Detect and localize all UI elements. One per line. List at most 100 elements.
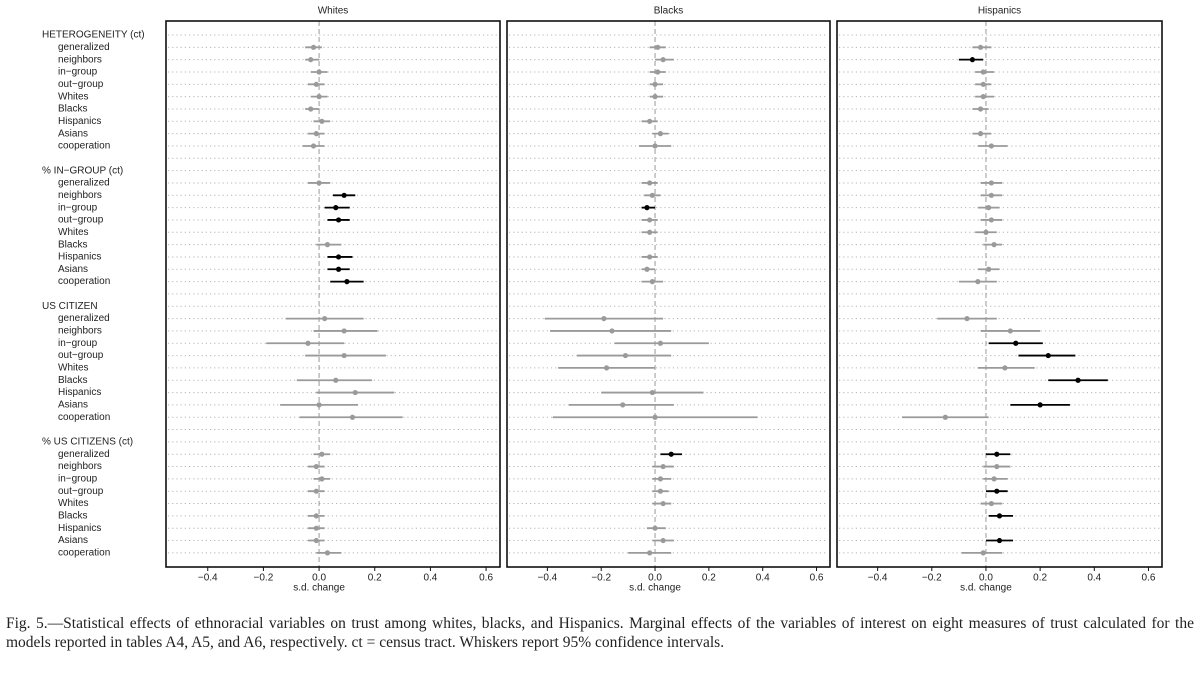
point-estimate [649,389,655,396]
point-estimate [988,500,994,507]
row-label: Whites [58,498,89,509]
point-estimate [352,389,358,396]
x-axis-label: s.d. change [960,583,1012,594]
point-estimate [980,81,986,87]
group-label: % US CITIZENS (ct) [42,437,133,448]
row-label: Asians [58,400,88,411]
row-label: Blacks [58,104,87,115]
point-estimate [344,279,350,285]
point-estimate [980,550,986,556]
point-estimate [994,451,1000,457]
x-tick-label: 0.0 [648,573,662,584]
row-label: cooperation [58,141,110,152]
point-estimate [655,44,661,50]
point-estimate [601,315,607,322]
point-estimate [310,44,317,50]
x-tick-label: −0.4 [538,573,558,584]
group-label: US CITIZEN [42,301,98,312]
point-estimate [660,500,666,507]
point-estimate [313,513,319,519]
point-estimate [988,217,994,223]
point-estimate [977,106,984,112]
point-estimate [660,537,666,544]
point-estimate [335,217,342,223]
point-estimate [322,315,328,322]
row-label: out−group [58,215,104,226]
x-tick-label: −0.4 [868,573,888,584]
point-estimate [333,377,339,383]
point-estimate [647,254,653,260]
row-label: Asians [58,535,88,546]
point-estimate [313,81,319,87]
point-estimate [644,205,650,211]
point-estimate [319,476,325,482]
x-tick-label: 0.6 [810,573,824,584]
point-estimate [657,488,664,494]
row-label: Whites [58,227,89,238]
point-estimate [649,279,655,285]
point-estimate [969,57,976,63]
point-estimate [1075,377,1081,383]
point-estimate [647,217,653,223]
x-tick-label: 0.0 [979,573,993,584]
row-label: Asians [58,264,88,275]
point-estimate [652,94,658,100]
point-estimate [983,229,989,235]
point-estimate [1013,340,1019,346]
point-estimate [647,180,653,186]
row-label: generalized [58,178,110,189]
panel-frame [836,20,1163,568]
point-estimate [994,488,1000,494]
point-estimate [313,525,319,531]
row-label: Hispanics [58,387,101,398]
row-label: cooperation [58,548,110,559]
row-label: out−group [58,486,104,497]
point-estimate [644,266,650,272]
point-estimate [305,340,311,346]
row-label: in−group [58,202,98,213]
point-estimate [652,525,658,531]
point-estimate [316,180,322,186]
row-label: cooperation [58,412,110,423]
x-tick-label: 0.2 [702,573,716,584]
point-estimate [986,205,992,211]
point-estimate [980,94,986,100]
panel-frame [506,20,831,568]
row-label: Hispanics [58,116,101,127]
row-label: Hispanics [58,523,101,534]
row-label: Blacks [58,375,87,386]
x-tick-label: 0.6 [1142,573,1156,584]
point-estimate [980,69,986,75]
point-estimate [668,451,674,457]
point-estimate [324,550,331,556]
point-estimate [977,131,984,137]
x-axis-label: s.d. change [293,583,345,594]
point-estimate [335,254,342,260]
row-label: generalized [58,42,110,53]
x-tick-label: −0.2 [254,573,274,584]
point-estimate [660,57,666,63]
row-label: Hispanics [58,252,101,263]
point-estimate [660,463,666,470]
row-label: Asians [58,128,88,139]
point-estimate [988,192,994,198]
point-estimate [341,328,347,334]
point-estimate [319,118,325,124]
point-estimate [1037,402,1043,408]
x-tick-label: 0.0 [312,573,326,584]
point-estimate [657,476,664,482]
x-tick-label: 0.4 [423,573,437,584]
point-estimate [313,463,319,470]
row-label: Whites [58,363,89,374]
point-estimate [609,328,615,334]
point-estimate [1007,328,1013,334]
x-tick-label: 0.4 [756,573,770,584]
point-estimate [988,143,994,149]
point-estimate [975,279,981,285]
point-estimate [341,192,347,198]
point-estimate [316,402,322,408]
group-label: HETEROGENEITY (ct) [42,30,145,41]
point-estimate [1002,365,1008,371]
caption: Fig. 5.—Statistical effects of ethnoraci… [6,615,1194,651]
x-tick-label: −0.2 [922,573,942,584]
